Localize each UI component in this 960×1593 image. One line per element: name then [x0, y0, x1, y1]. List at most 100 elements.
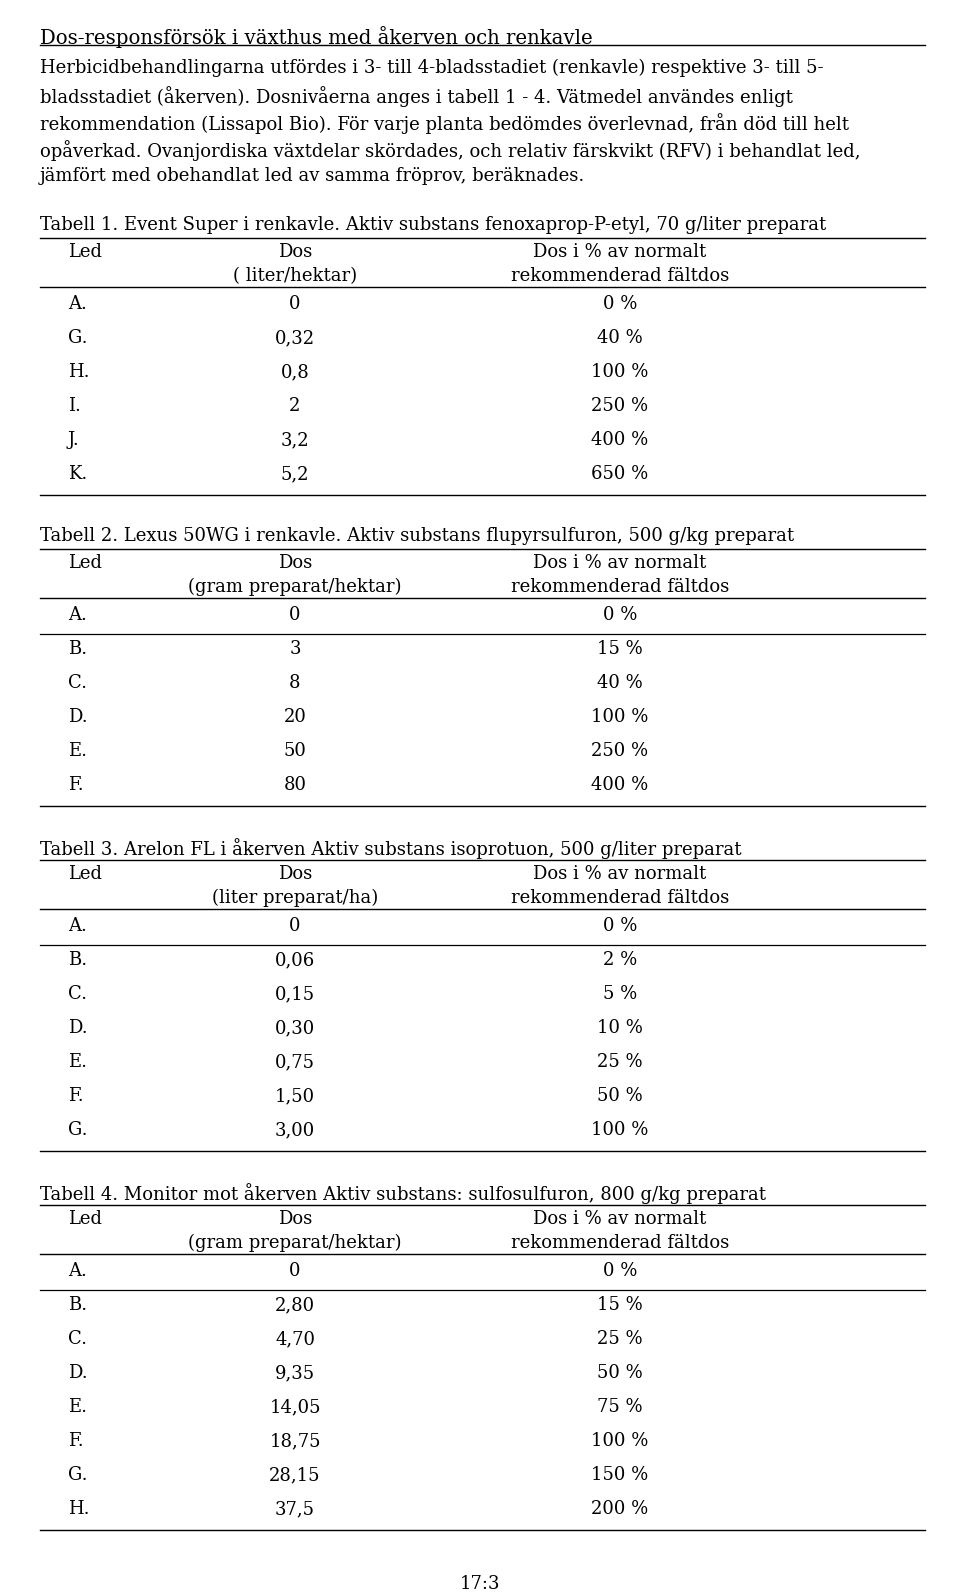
Text: 15 %: 15 % [597, 640, 643, 658]
Text: Tabell 3. Arelon FL i åkerven Aktiv substans isoprotuon, 500 g/liter preparat: Tabell 3. Arelon FL i åkerven Aktiv subs… [40, 838, 741, 859]
Text: Dos: Dos [277, 865, 312, 883]
Text: ( liter/hektar): ( liter/hektar) [233, 268, 357, 285]
Text: rekommendation (Lissapol Bio). För varje planta bedömdes överlevnad, från död ti: rekommendation (Lissapol Bio). För varje… [40, 113, 849, 134]
Text: C.: C. [68, 984, 87, 1004]
Text: 37,5: 37,5 [275, 1501, 315, 1518]
Text: 1,50: 1,50 [275, 1086, 315, 1106]
Text: 9,35: 9,35 [275, 1364, 315, 1383]
Text: E.: E. [68, 1399, 87, 1416]
Text: 40 %: 40 % [597, 674, 643, 691]
Text: I.: I. [68, 397, 81, 416]
Text: G.: G. [68, 1466, 87, 1485]
Text: K.: K. [68, 465, 87, 483]
Text: 0 %: 0 % [603, 295, 637, 312]
Text: 5,2: 5,2 [280, 465, 309, 483]
Text: (gram preparat/hektar): (gram preparat/hektar) [188, 1235, 401, 1252]
Text: G.: G. [68, 1121, 87, 1139]
Text: J.: J. [68, 432, 80, 449]
Text: H.: H. [68, 1501, 89, 1518]
Text: Dos: Dos [277, 1211, 312, 1228]
Text: Led: Led [68, 865, 102, 883]
Text: D.: D. [68, 707, 87, 726]
Text: E.: E. [68, 742, 87, 760]
Text: 0: 0 [289, 918, 300, 935]
Text: C.: C. [68, 1330, 87, 1348]
Text: Tabell 2. Lexus 50WG i renkavle. Aktiv substans flupyrsulfuron, 500 g/kg prepara: Tabell 2. Lexus 50WG i renkavle. Aktiv s… [40, 527, 794, 545]
Text: 10 %: 10 % [597, 1020, 643, 1037]
Text: H.: H. [68, 363, 89, 381]
Text: 3: 3 [289, 640, 300, 658]
Text: D.: D. [68, 1020, 87, 1037]
Text: bladsstadiet (åkerven). Dosnivåerna anges i tabell 1 - 4. Vätmedel användes enli: bladsstadiet (åkerven). Dosnivåerna ange… [40, 86, 793, 107]
Text: 0,75: 0,75 [275, 1053, 315, 1070]
Text: Led: Led [68, 244, 102, 261]
Text: 0,8: 0,8 [280, 363, 309, 381]
Text: rekommenderad fältdos: rekommenderad fältdos [511, 268, 730, 285]
Text: 50: 50 [283, 742, 306, 760]
Text: Tabell 1. Event Super i renkavle. Aktiv substans fenoxaprop-P-etyl, 70 g/liter p: Tabell 1. Event Super i renkavle. Aktiv … [40, 217, 827, 234]
Text: rekommenderad fältdos: rekommenderad fältdos [511, 578, 730, 596]
Text: 40 %: 40 % [597, 330, 643, 347]
Text: 25 %: 25 % [597, 1053, 643, 1070]
Text: Dos: Dos [277, 554, 312, 572]
Text: 0 %: 0 % [603, 918, 637, 935]
Text: (liter preparat/ha): (liter preparat/ha) [212, 889, 378, 908]
Text: 250 %: 250 % [591, 397, 649, 416]
Text: 20: 20 [283, 707, 306, 726]
Text: Dos i % av normalt: Dos i % av normalt [534, 554, 707, 572]
Text: 50 %: 50 % [597, 1086, 643, 1106]
Text: jämfört med obehandlat led av samma fröprov, beräknades.: jämfört med obehandlat led av samma fröp… [40, 167, 586, 185]
Text: 0,15: 0,15 [275, 984, 315, 1004]
Text: 14,05: 14,05 [269, 1399, 321, 1416]
Text: 0: 0 [289, 605, 300, 624]
Text: 50 %: 50 % [597, 1364, 643, 1383]
Text: 400 %: 400 % [591, 776, 649, 793]
Text: 18,75: 18,75 [269, 1432, 321, 1450]
Text: 5 %: 5 % [603, 984, 637, 1004]
Text: A.: A. [68, 918, 86, 935]
Text: 0,30: 0,30 [275, 1020, 315, 1037]
Text: B.: B. [68, 951, 87, 969]
Text: 8: 8 [289, 674, 300, 691]
Text: 0 %: 0 % [603, 1262, 637, 1281]
Text: 2 %: 2 % [603, 951, 637, 969]
Text: Tabell 4. Monitor mot åkerven Aktiv substans: sulfosulfuron, 800 g/kg preparat: Tabell 4. Monitor mot åkerven Aktiv subs… [40, 1184, 766, 1204]
Text: 2,80: 2,80 [275, 1297, 315, 1314]
Text: Dos i % av normalt: Dos i % av normalt [534, 1211, 707, 1228]
Text: 0: 0 [289, 295, 300, 312]
Text: F.: F. [68, 1086, 84, 1106]
Text: 250 %: 250 % [591, 742, 649, 760]
Text: Led: Led [68, 1211, 102, 1228]
Text: A.: A. [68, 1262, 86, 1281]
Text: Dos: Dos [277, 244, 312, 261]
Text: 100 %: 100 % [591, 1121, 649, 1139]
Text: F.: F. [68, 776, 84, 793]
Text: 0: 0 [289, 1262, 300, 1281]
Text: 2: 2 [289, 397, 300, 416]
Text: A.: A. [68, 605, 86, 624]
Text: (gram preparat/hektar): (gram preparat/hektar) [188, 578, 401, 596]
Text: Led: Led [68, 554, 102, 572]
Text: 3,2: 3,2 [280, 432, 309, 449]
Text: 17:3: 17:3 [460, 1575, 500, 1593]
Text: A.: A. [68, 295, 86, 312]
Text: Herbicidbehandlingarna utfördes i 3- till 4-bladsstadiet (renkavle) respektive 3: Herbicidbehandlingarna utfördes i 3- til… [40, 59, 824, 76]
Text: 75 %: 75 % [597, 1399, 643, 1416]
Text: opåverkad. Ovanjordiska växtdelar skördades, och relativ färskvikt (RFV) i behan: opåverkad. Ovanjordiska växtdelar skörda… [40, 140, 860, 161]
Text: D.: D. [68, 1364, 87, 1383]
Text: Dos i % av normalt: Dos i % av normalt [534, 865, 707, 883]
Text: 15 %: 15 % [597, 1297, 643, 1314]
Text: 100 %: 100 % [591, 363, 649, 381]
Text: 28,15: 28,15 [269, 1466, 321, 1485]
Text: Dos-responsförsök i växthus med åkerven och renkavle: Dos-responsförsök i växthus med åkerven … [40, 25, 592, 48]
Text: G.: G. [68, 330, 87, 347]
Text: 80: 80 [283, 776, 306, 793]
Text: rekommenderad fältdos: rekommenderad fältdos [511, 1235, 730, 1252]
Text: 100 %: 100 % [591, 707, 649, 726]
Text: 100 %: 100 % [591, 1432, 649, 1450]
Text: rekommenderad fältdos: rekommenderad fältdos [511, 889, 730, 906]
Text: 150 %: 150 % [591, 1466, 649, 1485]
Text: 400 %: 400 % [591, 432, 649, 449]
Text: B.: B. [68, 640, 87, 658]
Text: 0 %: 0 % [603, 605, 637, 624]
